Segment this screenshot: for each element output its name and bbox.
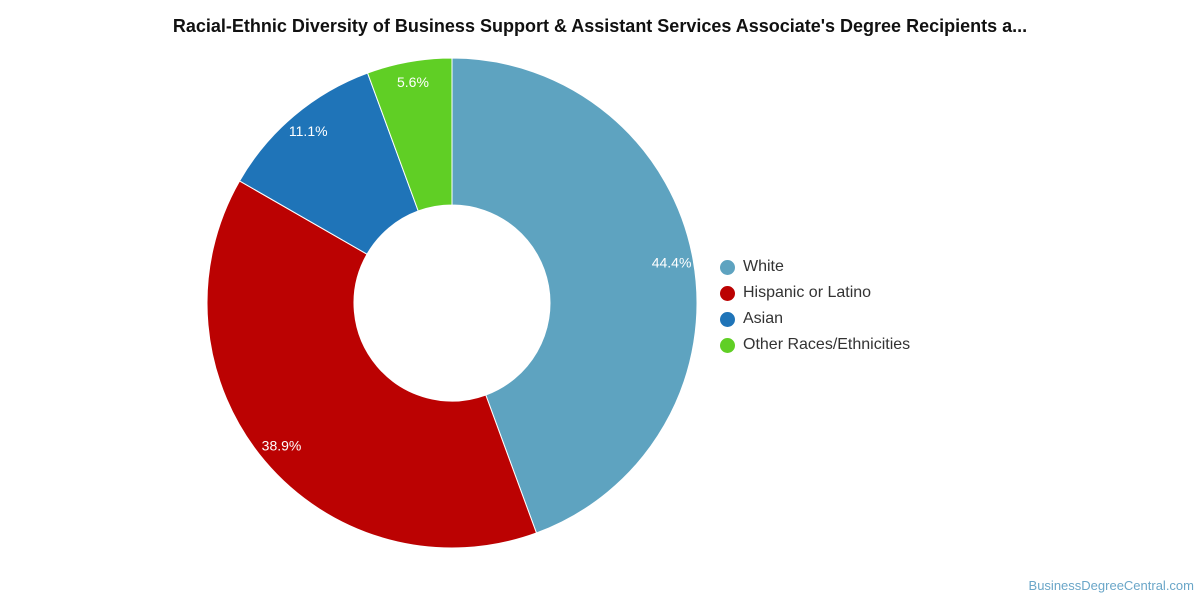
- slice-label-hispanic-or-latino: 38.9%: [262, 437, 302, 453]
- legend-label: Hispanic or Latino: [743, 284, 872, 301]
- legend-item-hispanic-or-latino[interactable]: Hispanic or Latino: [720, 280, 910, 306]
- legend-item-asian[interactable]: Asian: [720, 306, 910, 332]
- slice-hispanic-or-latino[interactable]: [206, 180, 538, 549]
- legend-swatch: [720, 259, 735, 275]
- chart-title: Racial-Ethnic Diversity of Business Supp…: [172, 16, 1028, 36]
- slice-label-white: 44.4%: [652, 255, 692, 271]
- slice-labels-group: 44.4% 38.9% 11.1% 5.6%: [262, 74, 692, 453]
- slice-other-races-ethnicities[interactable]: [366, 57, 453, 212]
- legend-label: Other Races/Ethnicities: [743, 336, 911, 353]
- slice-white[interactable]: [451, 57, 698, 534]
- legend: White Hispanic or Latino Asian Other Races/…: [720, 254, 910, 358]
- source-credit[interactable]: BusinessDegreeCentral.com: [1028, 578, 1194, 593]
- legend-item-white[interactable]: White: [720, 254, 910, 280]
- legend-swatch: [720, 311, 735, 327]
- legend-item-other-races-ethnicities[interactable]: Other Races/Ethnicities: [720, 332, 910, 358]
- slice-label-asian: 11.1%: [289, 123, 328, 139]
- slice-asian[interactable]: [238, 72, 419, 255]
- slices-group: [206, 57, 698, 549]
- legend-label: Asian: [743, 310, 784, 327]
- legend-label: White: [743, 258, 784, 275]
- legend-swatch: [720, 337, 735, 353]
- slice-label-other-races-ethnicities: 5.6%: [397, 74, 429, 90]
- legend-swatch: [720, 285, 735, 301]
